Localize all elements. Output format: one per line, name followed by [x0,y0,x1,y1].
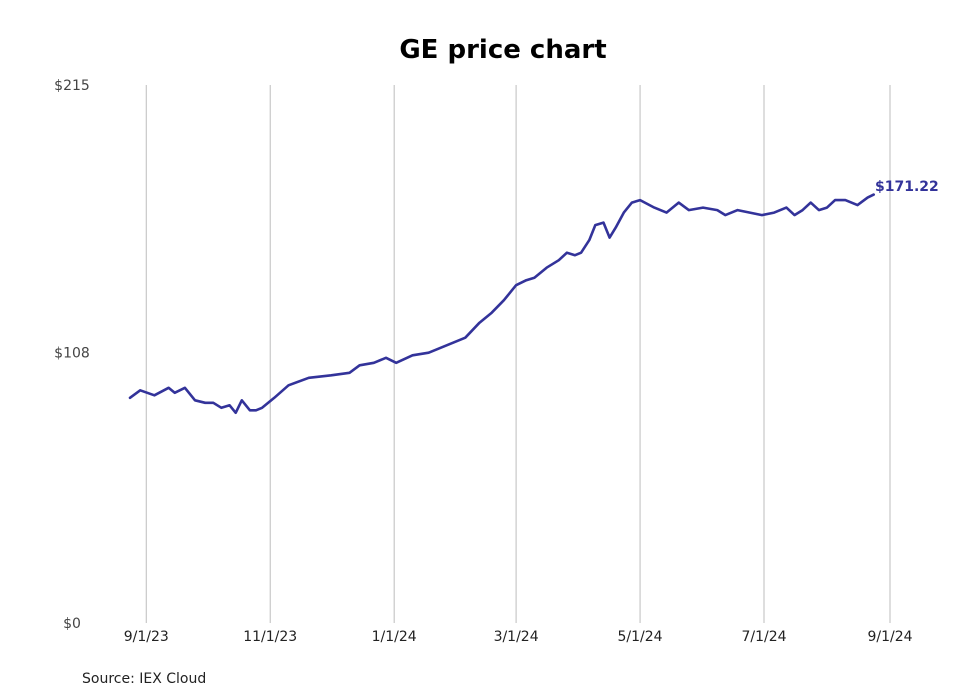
x-tick-label: 11/1/23 [243,629,297,645]
x-tick-label: 3/1/24 [494,629,539,645]
source-note: Source: IEX Cloud [82,671,206,687]
x-tick-label: 9/1/23 [124,629,169,645]
gridlines [145,85,891,623]
price-series [128,193,876,415]
y-tick-label: $215 [54,78,90,94]
x-tick-label: 5/1/24 [618,629,663,645]
chart-title: GE price chart [399,35,606,65]
price-line [128,193,876,415]
last-price-label: $171.22 [875,179,939,195]
y-axis-tick-labels: $0 $108 $215 [54,78,90,632]
y-tick-label: $108 [54,346,90,362]
x-tick-label: 1/1/24 [372,629,417,645]
y-tick-label: $0 [63,616,81,632]
x-tick-label: 7/1/24 [741,629,786,645]
x-tick-label: 9/1/24 [867,629,912,645]
x-axis-tick-labels: 9/1/23 11/1/23 1/1/24 3/1/24 5/1/24 7/1/24 9/1… [124,629,913,645]
